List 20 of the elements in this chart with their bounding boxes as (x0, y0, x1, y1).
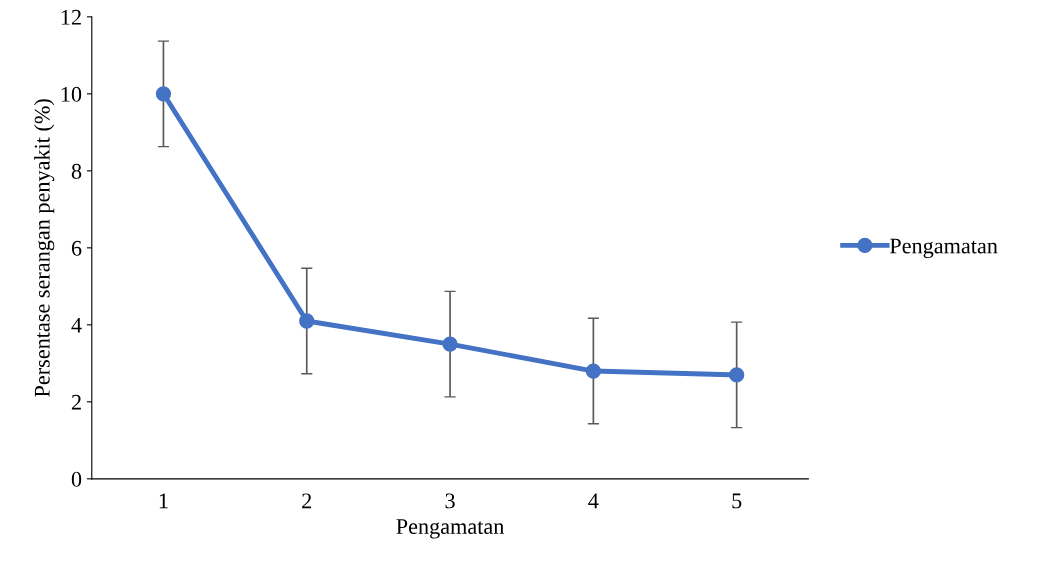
point (442, 336, 458, 352)
x-axis-title: Pengamatan (396, 519, 505, 539)
y-axis-title: Persentase serangan penyakit (%) (34, 99, 55, 397)
point (585, 363, 602, 379)
x-tick-label: 3 (445, 493, 455, 509)
y-tick-label: 2 (71, 394, 81, 410)
point (729, 367, 745, 383)
x-tick-label: 2 (302, 493, 312, 509)
y-tick-label: 10 (61, 86, 82, 102)
x-tick-label: 4 (588, 493, 599, 509)
y-tick-label: 0 (71, 471, 82, 487)
x-tick-label: 5 (732, 493, 742, 509)
y-tick-label: 8 (71, 163, 82, 179)
y-tick-label: 4 (71, 317, 82, 333)
point (155, 86, 172, 102)
point (299, 313, 315, 329)
y-tick-label: 12 (61, 9, 81, 25)
x-tick-label: 1 (159, 493, 168, 509)
y-tick-label: 6 (71, 240, 82, 256)
legend-label: Pengamatan (889, 238, 998, 259)
